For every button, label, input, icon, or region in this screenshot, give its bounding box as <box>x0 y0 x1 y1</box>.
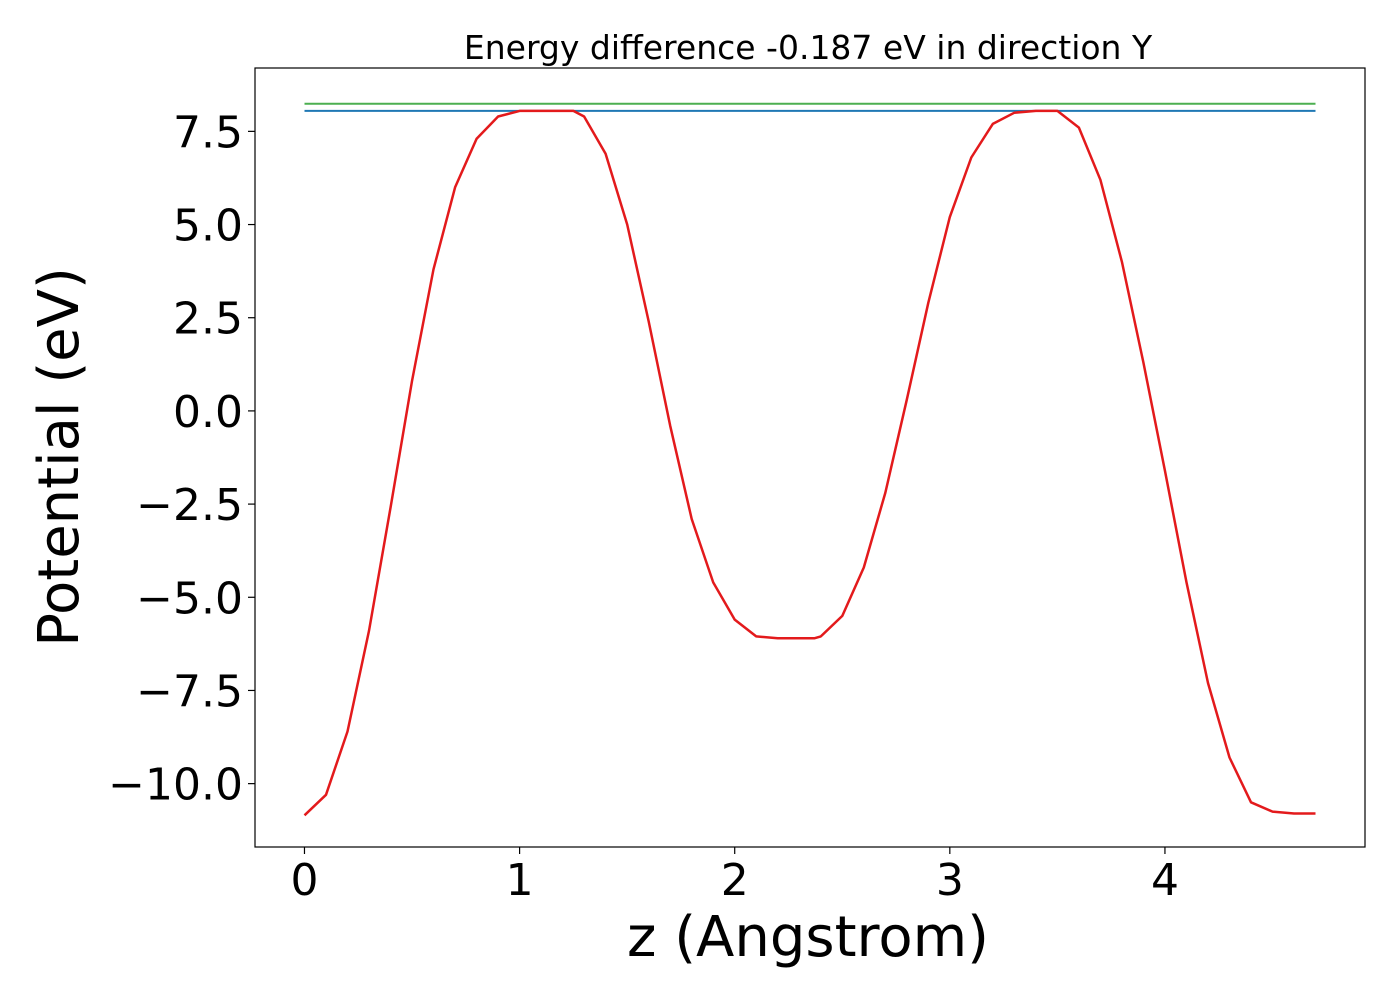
y-tick-label: −10.0 <box>108 760 243 811</box>
y-tick-label: 2.5 <box>173 294 243 345</box>
y-tick-label: 7.5 <box>173 107 243 158</box>
plot-area <box>303 102 1316 817</box>
y-tick-label: 0.0 <box>173 387 243 438</box>
potential-curve <box>303 109 1316 817</box>
x-tick-label: 4 <box>1151 855 1179 906</box>
y-tick-label: 5.0 <box>173 201 243 252</box>
chart-title: Energy difference -0.187 eV in direction… <box>464 28 1153 67</box>
y-axis-label: Potential (eV) <box>27 267 92 647</box>
y-axis: −10.0 −7.5 −5.0 −2.5 0.0 2.5 5.0 7.5 <box>108 107 255 811</box>
x-tick-label: 1 <box>506 855 534 906</box>
x-tick-label: 0 <box>290 855 318 906</box>
x-axis-label: z (Angstrom) <box>627 905 989 970</box>
plot-frame <box>254 67 1366 848</box>
y-tick-label: −5.0 <box>136 573 243 624</box>
y-tick-label: −2.5 <box>136 480 243 531</box>
y-tick-label: −7.5 <box>136 666 243 717</box>
x-axis: 0 1 2 3 4 <box>290 847 1179 906</box>
x-tick-label: 3 <box>936 855 964 906</box>
x-tick-label: 2 <box>721 855 749 906</box>
